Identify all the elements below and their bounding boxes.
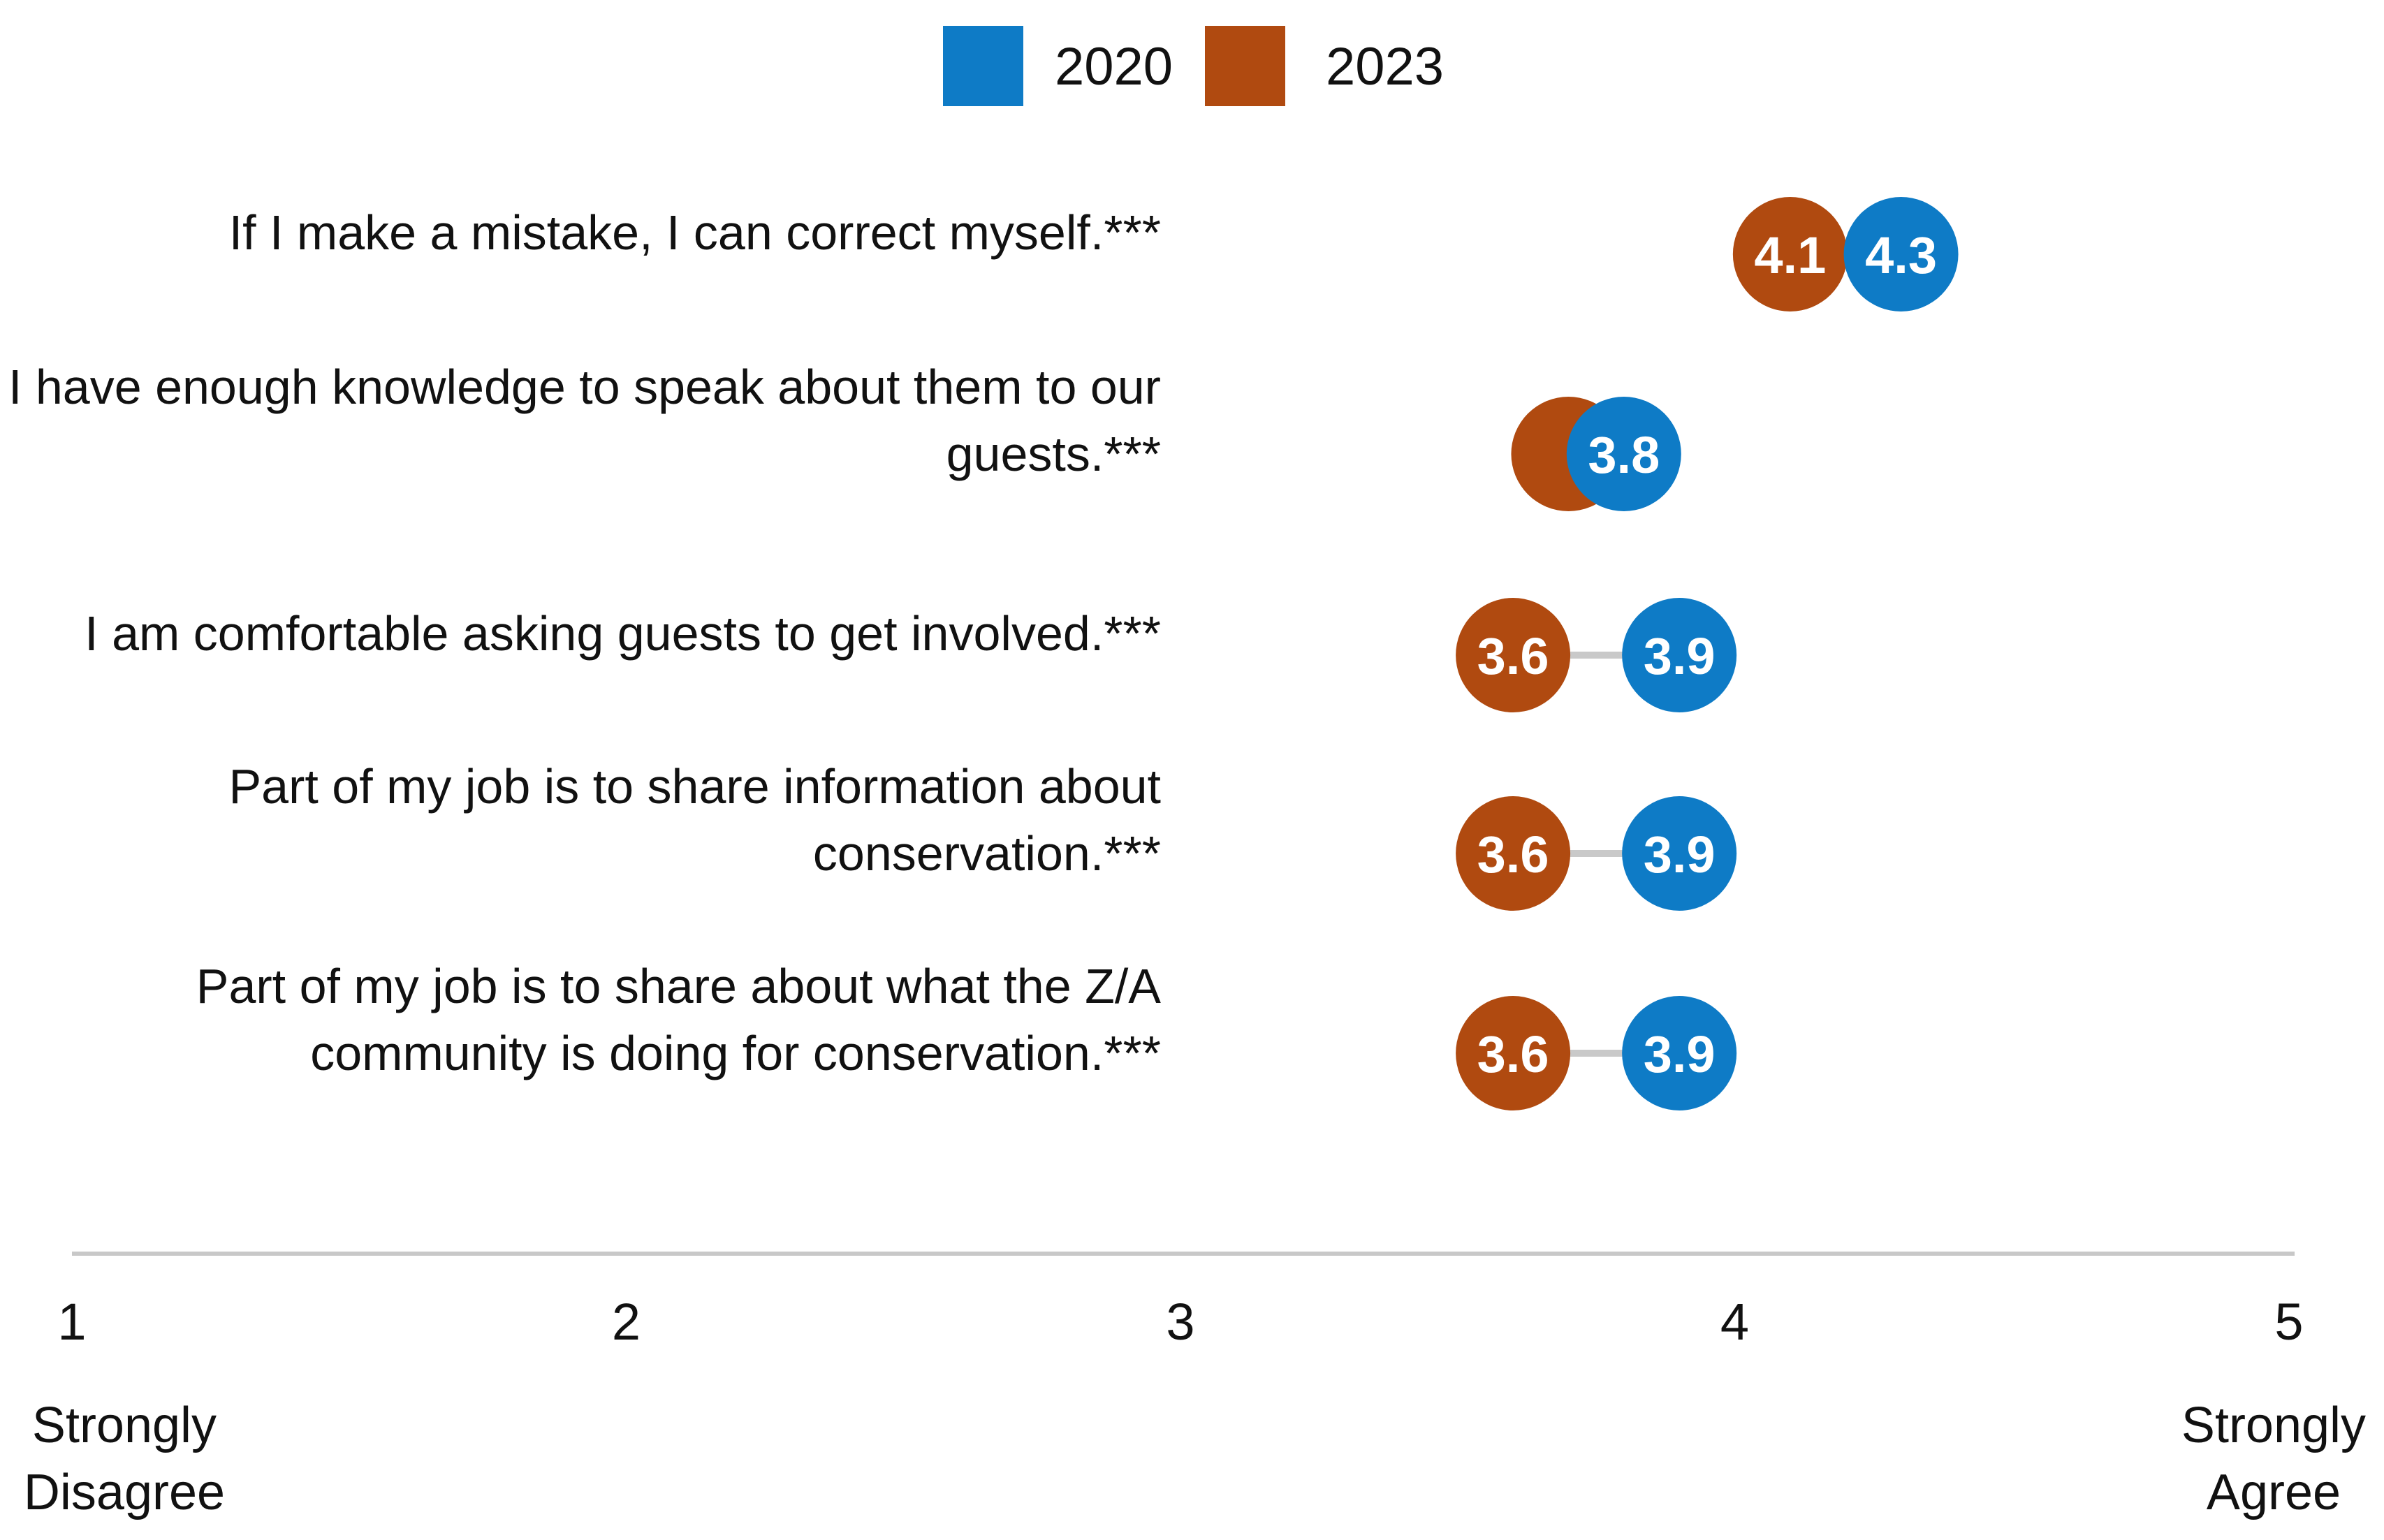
dot-2020 [1622,796,1737,911]
dot-label-2023: 3.6 [1477,826,1549,883]
dot-label-2020: 3.9 [1644,627,1716,685]
legend-label-2020: 2020 [1055,37,1173,96]
scale-anchor-low: Strongly [32,1398,217,1453]
dot-label-2023: 3.6 [1477,1025,1549,1083]
dot-label-2020: 4.3 [1865,226,1937,284]
legend-swatch-2020 [943,26,1023,106]
dot-2023 [1732,197,1848,311]
category-label: I have enough knowledge to speak about t… [8,360,1161,414]
dot-label-2020: 3.9 [1644,826,1716,883]
dot-label-2023: 4.1 [1754,226,1826,284]
dot-2020 [1843,197,1959,311]
chart-row: Part of my job is to share information a… [228,759,1737,911]
dot-2023 [1456,996,1571,1110]
chart-row: I am comfortable asking guests to get in… [85,598,1737,712]
chart-row: If I make a mistake, I can correct mysel… [229,197,1959,311]
chart-row: I have enough knowledge to speak about t… [8,360,1681,511]
dot-label-2020: 3.8 [1588,426,1660,484]
dot-2020 [1622,598,1737,712]
dot-label-2020: 3.9 [1644,1025,1716,1083]
legend-swatch-2023 [1205,26,1285,106]
scale-anchor-low: Disagree [24,1465,225,1520]
category-label: community is doing for conservation.*** [310,1026,1161,1080]
dot-2020 [1566,397,1681,511]
scale-anchor-high: Strongly [2181,1398,2366,1453]
tick-label: 5 [2274,1293,2303,1351]
scale-anchor-high: Agree [2207,1465,2341,1520]
category-label: If I make a mistake, I can correct mysel… [229,205,1161,260]
category-label: Part of my job is to share information a… [228,759,1161,814]
chart-row: Part of my job is to share about what th… [196,959,1737,1110]
dot-2020 [1622,996,1737,1110]
category-label: I am comfortable asking guests to get in… [85,606,1161,661]
category-label: conservation.*** [813,826,1161,881]
tick-label: 4 [1720,1293,1749,1351]
dot-label-2023: 3.6 [1477,627,1549,685]
dot-2023 [1456,598,1571,712]
legend: 2020 2023 [943,26,1444,106]
category-label: guests.*** [946,427,1161,481]
tick-label: 3 [1166,1293,1194,1351]
tick-label: 1 [57,1293,86,1351]
legend-label-2023: 2023 [1326,37,1444,96]
chart-rows: If I make a mistake, I can correct mysel… [8,197,1959,1110]
tick-label: 2 [612,1293,641,1351]
x-axis: 1 2 3 4 5 Strongly Disagree Strongly Agree [24,1252,2366,1520]
category-label: Part of my job is to share about what th… [196,959,1162,1013]
dot-2023 [1456,796,1571,911]
